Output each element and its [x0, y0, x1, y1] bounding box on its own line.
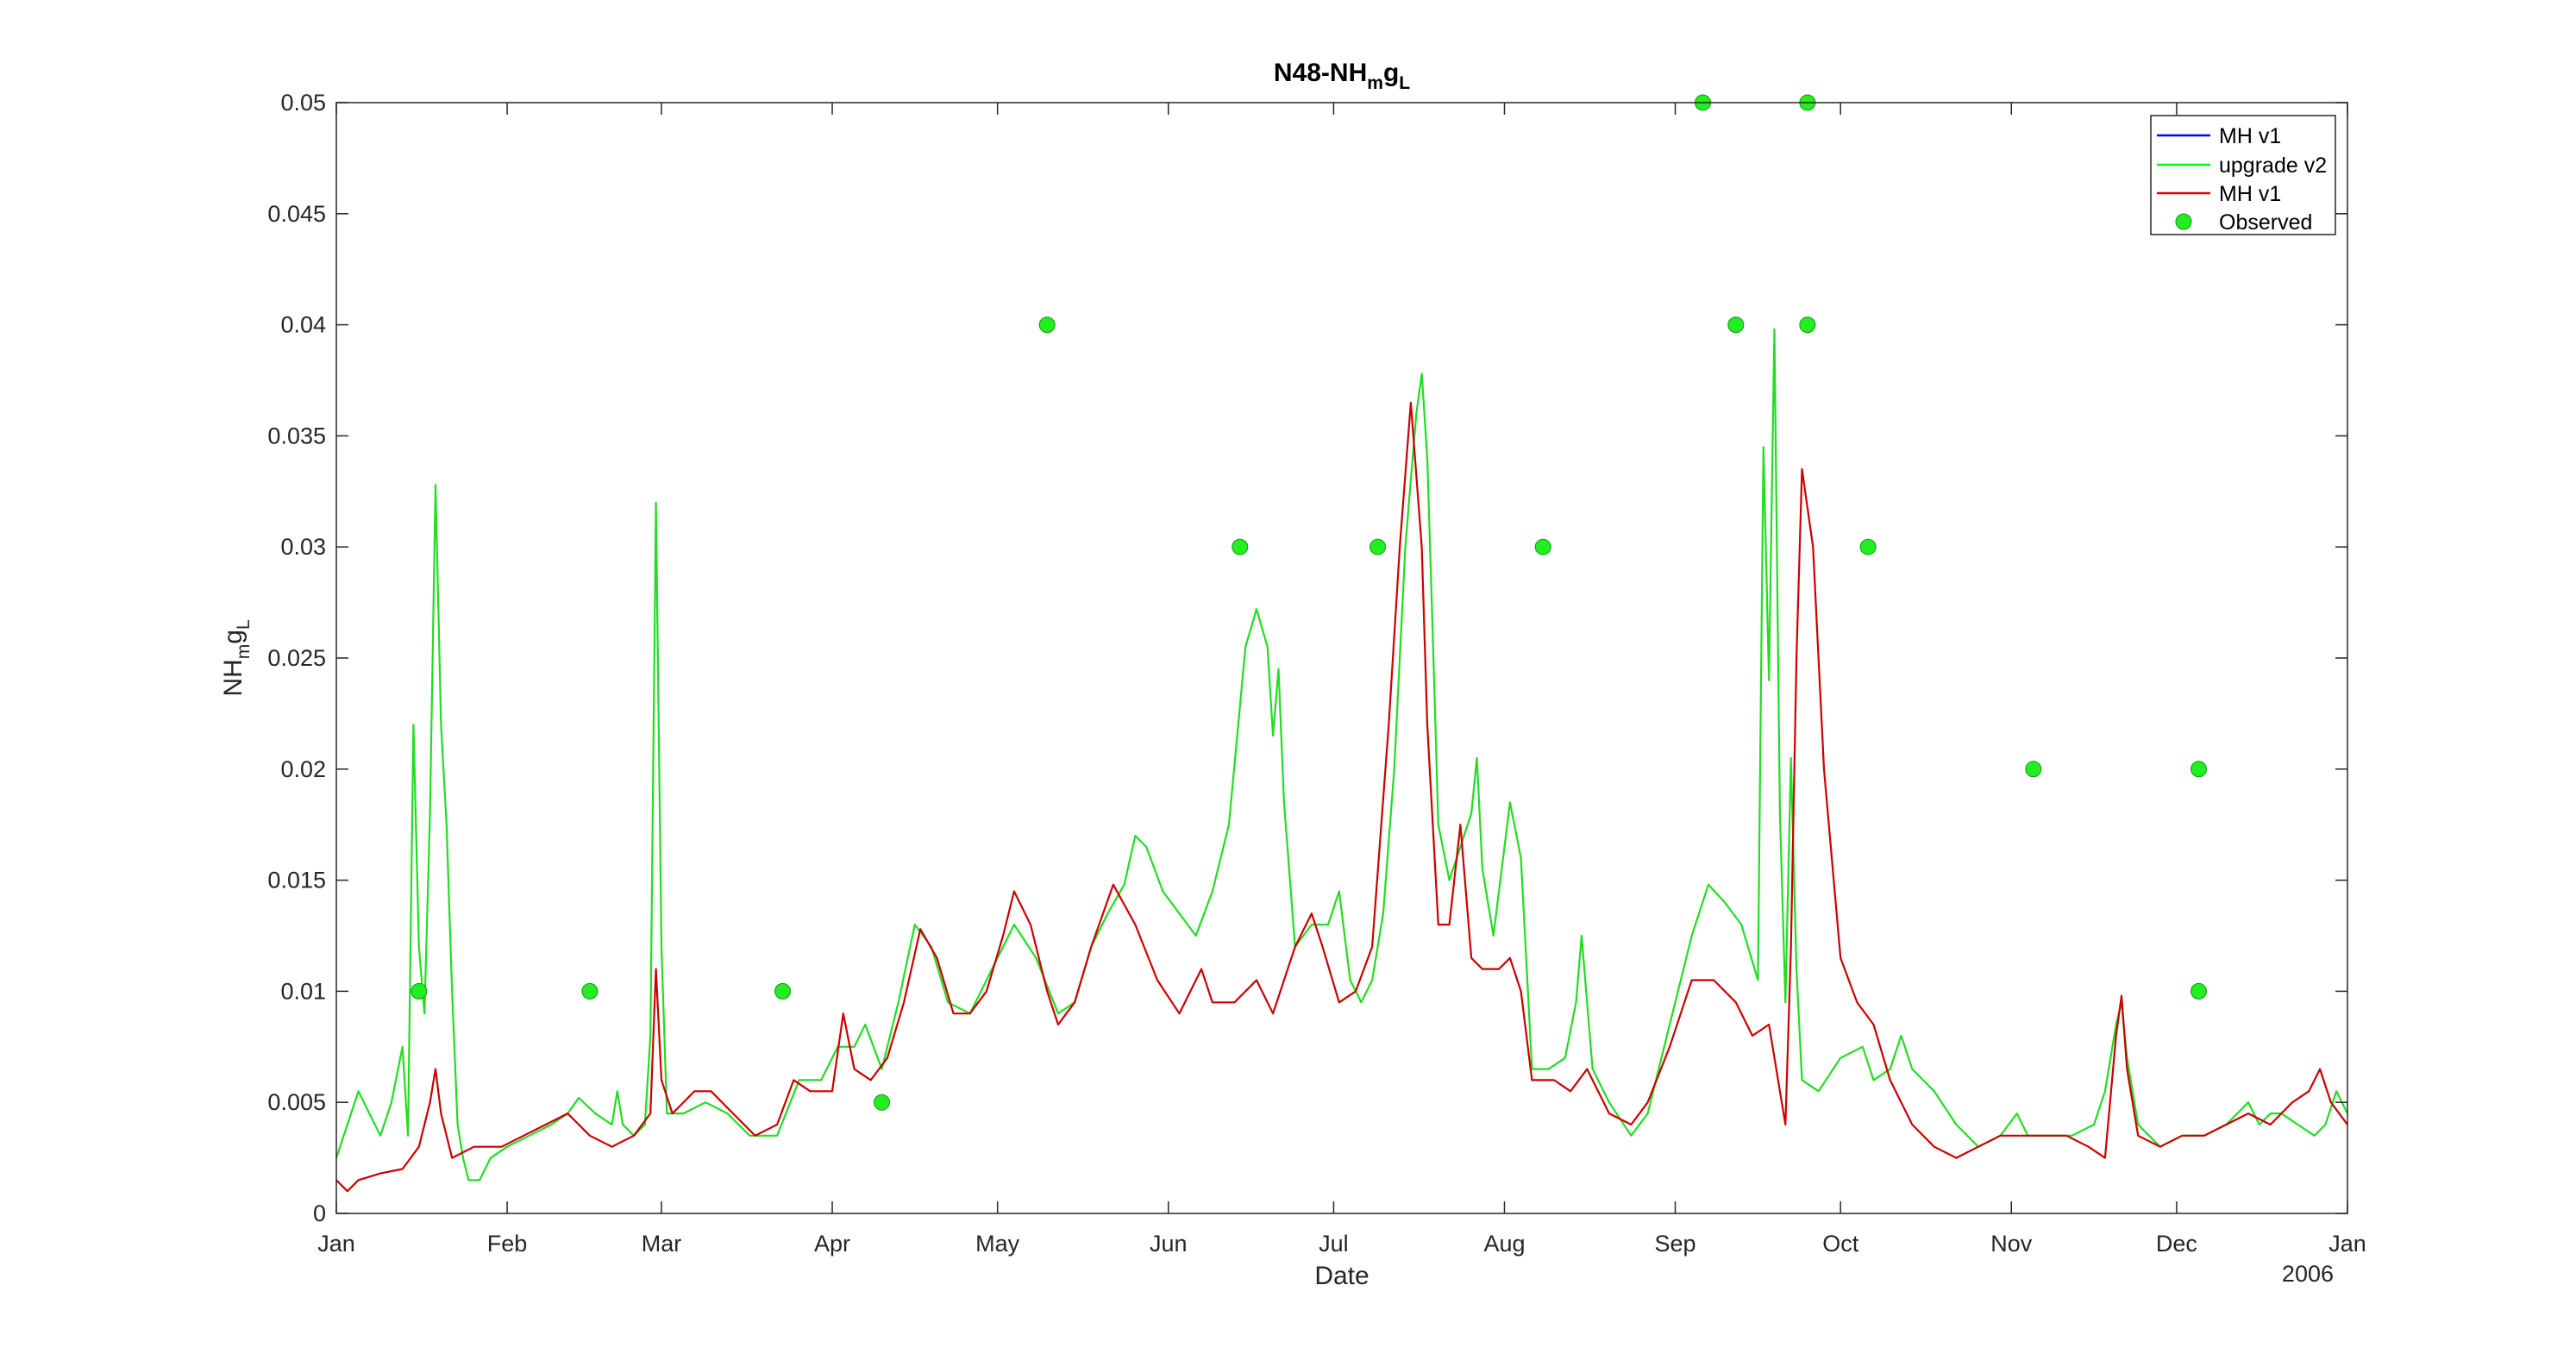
observed-point [1232, 538, 1249, 555]
legend-label-mh-v1-blue: MH v1 [2219, 124, 2281, 148]
observed-point [411, 982, 428, 1000]
x-axis-label: Date [1314, 1262, 1369, 1290]
y-tick-label: 0.025 [267, 645, 326, 671]
legend-label-mh-v1-red: MH v1 [2219, 182, 2281, 206]
x-tick-label: Sep [1655, 1231, 1696, 1257]
y-tick-label: 0.035 [267, 423, 326, 448]
observed-point [2190, 761, 2207, 778]
observed-point [874, 1094, 891, 1111]
y-tick-label: 0.03 [280, 534, 326, 560]
y-tick-label: 0.01 [280, 978, 326, 1004]
observed-layer [411, 94, 2207, 1111]
series-layer [335, 328, 2348, 1193]
x-tick-label: Feb [487, 1231, 528, 1257]
y-axis: 0 0.005 0.01 0.015 0.02 0.025 0.03 0.035 0.04 0.0… [267, 90, 2347, 1226]
observed-point [581, 982, 599, 1000]
legend: MH v1 upgrade v2 MH v1 Observed [2150, 115, 2336, 235]
y-tick-label: 0 [313, 1200, 326, 1226]
x-axis: Jan Feb Mar Apr May Jun Jul Aug Sep Oct Nov Dec Jan [317, 103, 2366, 1257]
legend-label-observed: Observed [2219, 210, 2312, 235]
observed-point [1534, 538, 1551, 555]
observed-point [1369, 538, 1387, 555]
legend-label-upgrade-v2: upgrade v2 [2219, 154, 2327, 178]
year-label: 2006 [2282, 1261, 2334, 1287]
x-tick-label: Aug [1483, 1231, 1525, 1257]
series-line-upgrade-v2 [335, 328, 2348, 1182]
legend-swatch-observed [2175, 213, 2192, 230]
x-tick-label: Jun [1150, 1231, 1188, 1257]
y-tick-label: 0.015 [267, 868, 326, 893]
x-tick-label: Apr [814, 1231, 850, 1257]
observed-point [2025, 761, 2042, 778]
x-tick-label: Jan [317, 1231, 355, 1257]
y-tick-label: 0.02 [280, 756, 326, 782]
y-tick-label: 0.005 [267, 1089, 326, 1115]
plot-area [336, 103, 2347, 1213]
observed-point [1799, 317, 1816, 334]
x-tick-label: Oct [1822, 1231, 1859, 1257]
y-tick-label: 0.05 [280, 90, 326, 116]
y-tick-label: 0.045 [267, 201, 326, 227]
observed-point [1727, 317, 1745, 334]
y-axis-label: NHmgL [219, 619, 254, 696]
observed-point [2190, 982, 2207, 1000]
y-tick-label: 0.04 [280, 312, 326, 338]
chart-title: N48-NHmgL [1274, 59, 1410, 93]
observed-point [1859, 538, 1877, 555]
observed-point [774, 982, 792, 1000]
x-tick-label: May [975, 1231, 1020, 1257]
x-tick-label: Nov [1990, 1231, 2033, 1257]
observed-point [1038, 317, 1056, 334]
x-tick-label: Jul [1319, 1231, 1349, 1257]
x-tick-label: Mar [642, 1231, 682, 1257]
x-tick-label: Dec [2156, 1231, 2197, 1257]
series-line-mh-v1 [335, 401, 2348, 1193]
x-tick-label: Jan [2328, 1231, 2366, 1257]
